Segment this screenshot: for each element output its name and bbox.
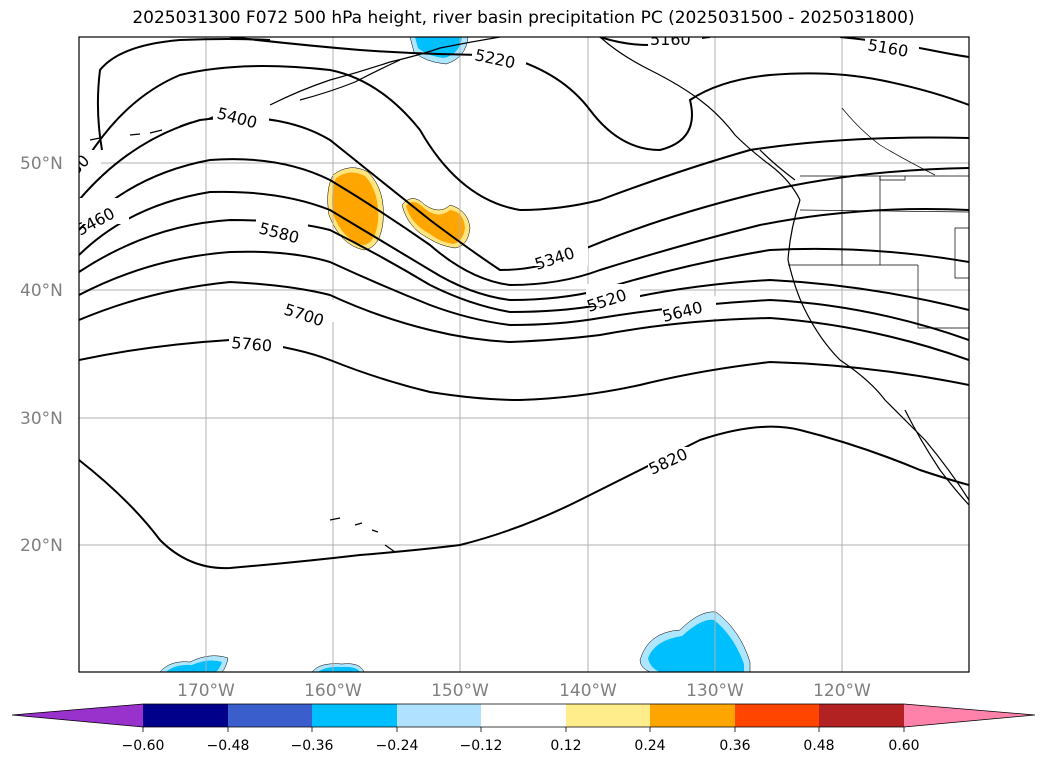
contour-5700 [79,280,969,361]
positive-anomaly-1 [332,172,379,245]
lon-label-120w: 120°W [813,681,871,701]
vancouver-island [759,149,796,181]
colorbar-segment [143,704,228,727]
contour-labels: 5220 5160 5160 5400 5460 5580 5340 5520 … [79,30,910,479]
contour-5460 [79,158,969,287]
colorbar-tick-label: −0.24 [376,738,419,754]
colorbar-tick-label: −0.12 [460,738,503,754]
colorbar-ticks [142,727,905,732]
contour-5220 [229,37,969,152]
contour-5280 [96,38,271,151]
bc-coast [599,37,801,201]
lon-label-140w: 140°W [559,681,617,701]
lon-label-150w: 150°W [431,681,489,701]
coastlines [89,37,969,553]
colorbar-tick-label: 0.60 [888,738,919,754]
colorbar-tick-label: −0.36 [291,738,334,754]
contour-5760 [79,338,969,402]
negative-anomaly-sw1 [166,660,222,672]
lat-label-50n: 50°N [20,154,63,174]
negative-anomaly-southeast [648,619,744,672]
lat-label-20n: 20°N [20,536,63,556]
colorbar-segment [312,704,397,727]
contour-5400 [79,116,969,272]
colorbar-tick-label: 0.36 [719,738,750,754]
lon-label-160w: 160°W [304,681,362,701]
colorbar-tick-label: −0.60 [122,738,165,754]
contour-5580 [79,218,969,314]
state-borders [788,107,969,329]
contour-5640 [79,250,969,341]
contour-5820 [79,425,969,570]
contour-label-5760: 5760 [231,333,273,355]
contour-5340 [79,65,969,212]
colorbar-segment [397,704,481,727]
us-west-coast [787,199,969,501]
alaska-coast [269,37,501,106]
contour-5520 [79,190,969,302]
colorbar-segment [650,704,735,727]
colorbar-tick-label: 0.24 [634,738,665,754]
colorbar-tick-label: 0.12 [550,738,581,754]
lon-label-130w: 130°W [686,681,744,701]
colorbar-segment [566,704,650,727]
map-frame [78,36,970,673]
lon-label-170w: 170°W [177,681,235,701]
precip-anomaly-shading [159,37,751,672]
lat-label-30n: 30°N [20,409,63,429]
colorbar-segment [819,704,904,727]
colorbar-tick-label: 0.48 [803,738,834,754]
negative-anomaly-sw2 [318,666,360,672]
map-title: 2025031300 F072 500 hPa height, river ba… [132,8,915,28]
colorbar-segment [228,704,312,727]
colorbar-tick-label: −0.48 [207,738,250,754]
colorbar-segment [735,704,819,727]
colorbar: −0.60 −0.48 −0.36 −0.24 −0.12 0.12 0.24 … [11,703,1036,754]
colorbar-extend-left [12,704,143,727]
longitude-labels: 170°W 160°W 150°W 140°W 130°W 120°W [177,681,871,701]
colorbar-segment [481,704,566,727]
colorbar-extend-right [904,704,1035,727]
baja-peninsula [904,409,969,506]
latitude-labels: 50°N 40°N 30°N 20°N [20,154,63,556]
contour-label-5160-north: 5160 [650,30,691,49]
lat-label-40n: 40°N [20,281,63,301]
hawaii-islands [329,517,396,553]
contour-label-backgrounds [79,37,919,471]
alaska-peninsula [299,59,401,101]
